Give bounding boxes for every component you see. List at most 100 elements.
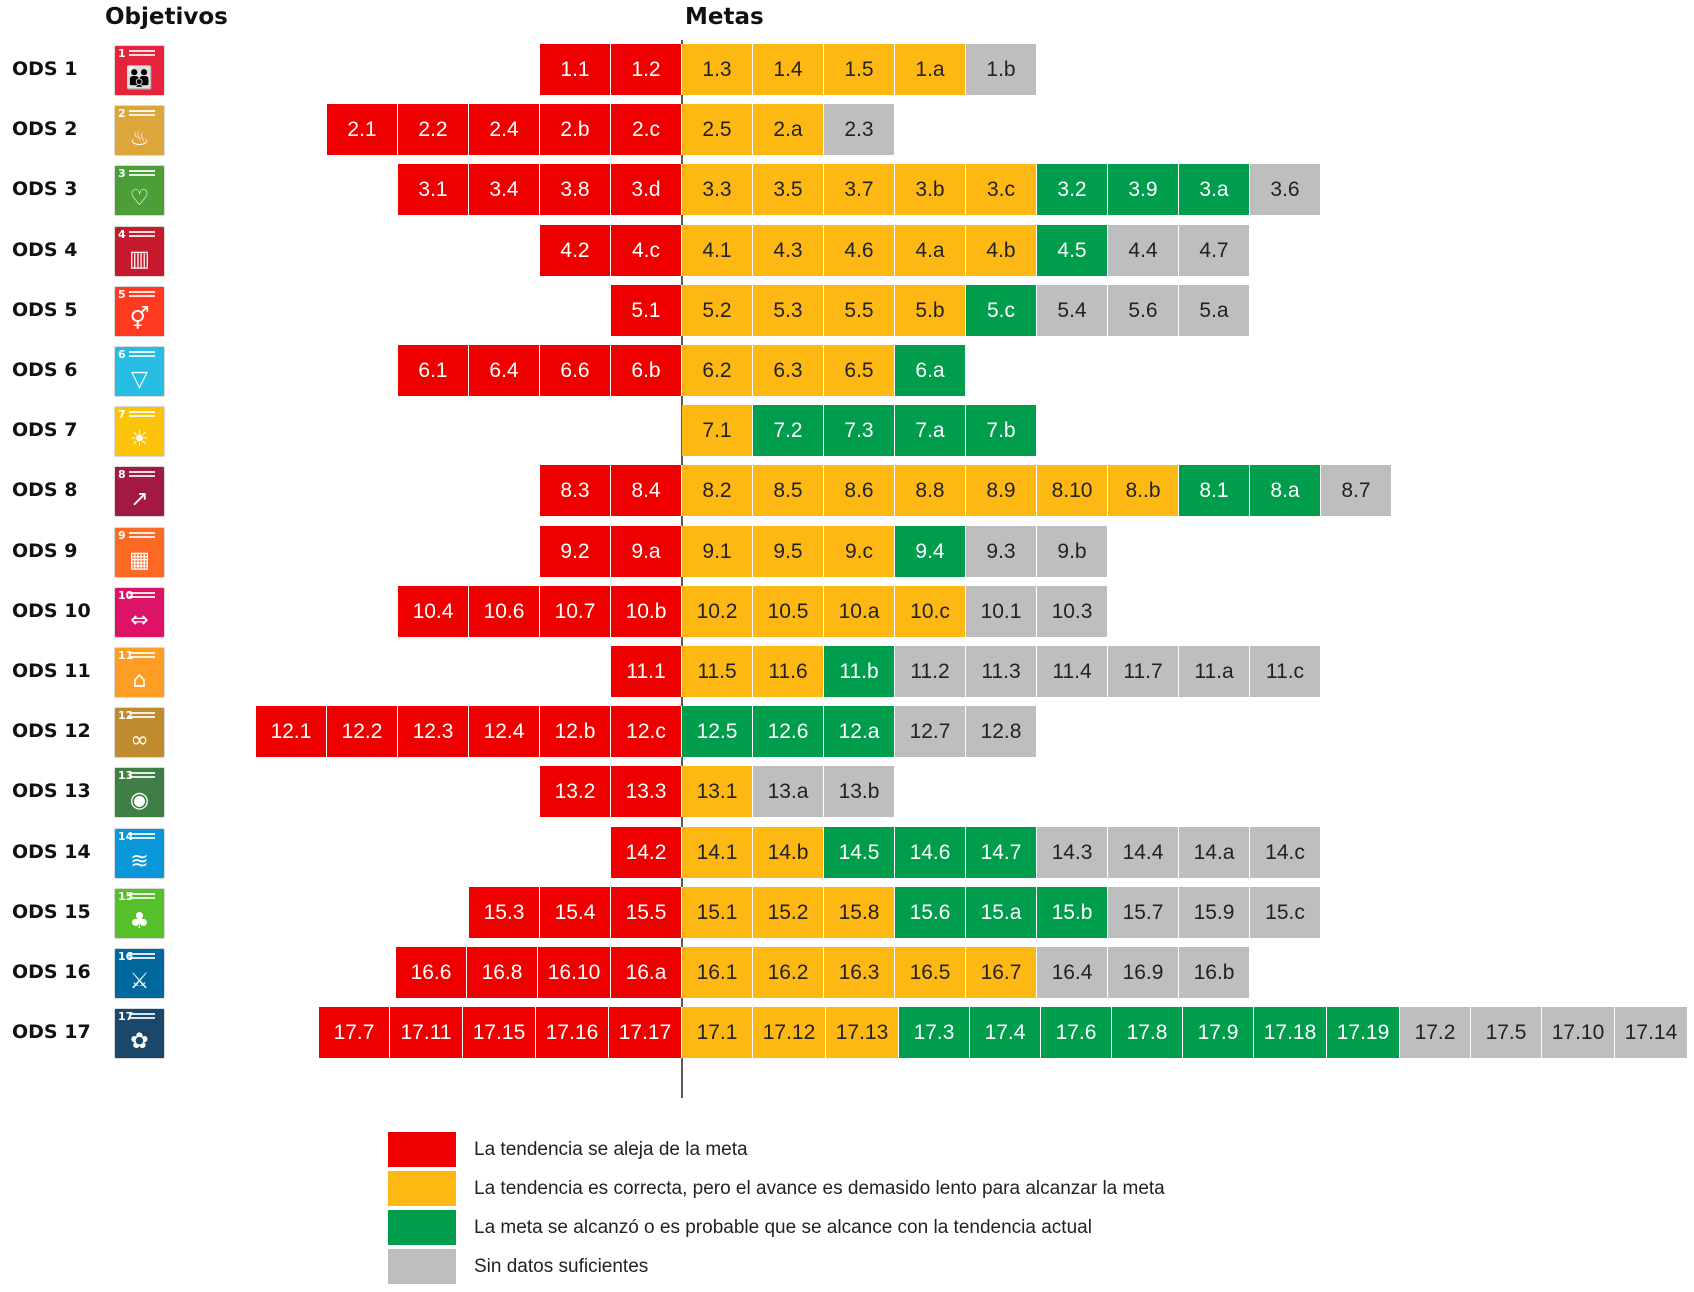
target-cell-green: 7.b: [966, 405, 1037, 456]
target-cell-green: 3.2: [1037, 164, 1108, 215]
target-cell-gray: 5.4: [1037, 285, 1108, 336]
target-cell-gray: 17.5: [1471, 1007, 1542, 1058]
icon-glyph: ▽: [131, 367, 148, 392]
target-cell-red: 17.11: [390, 1007, 463, 1058]
target-cell-green: 17.4: [970, 1007, 1041, 1058]
target-cell-yellow: 9.1: [682, 526, 753, 577]
target-cell-gray: 15.7: [1108, 887, 1179, 938]
target-cell-red: 10.b: [611, 586, 682, 637]
flower-rings-icon: 17 ✿: [115, 1009, 164, 1058]
icon-glyph: ⚔: [129, 969, 150, 994]
target-cell-green: 7.2: [753, 405, 824, 456]
target-cell-gray: 11.4: [1037, 646, 1108, 697]
target-cell-green: 15.6: [895, 887, 966, 938]
icon-number: 6: [118, 348, 126, 361]
legend-label-yellow: La tendencia es correcta, pero el avance…: [474, 1178, 1165, 1199]
target-cell-red: 3.d: [611, 164, 682, 215]
target-cell-gray: 17.10: [1542, 1007, 1615, 1058]
target-cell-red: 13.3: [611, 766, 682, 817]
icon-glyph: ◉: [129, 788, 150, 813]
target-cell-gray: 13.a: [753, 766, 824, 817]
legend-label-gray: Sin datos suficientes: [474, 1256, 649, 1277]
target-cell-yellow: 16.2: [753, 947, 824, 998]
icon-number: 5: [118, 288, 126, 301]
target-cell-red: 3.4: [469, 164, 540, 215]
icon-number: 8: [118, 468, 126, 481]
target-cell-yellow: 3.3: [682, 164, 753, 215]
target-cell-gray: 4.4: [1108, 225, 1179, 276]
target-cell-yellow: 4.a: [895, 225, 966, 276]
target-cell-green: 17.18: [1254, 1007, 1327, 1058]
target-cell-yellow: 13.1: [682, 766, 753, 817]
goal-label: ODS 16: [12, 961, 91, 983]
target-cell-yellow: 1.5: [824, 44, 895, 95]
target-cell-gray: 9.3: [966, 526, 1037, 577]
target-cell-red: 16.6: [396, 947, 467, 998]
target-cell-gray: 16.9: [1108, 947, 1179, 998]
target-cell-red: 15.3: [469, 887, 540, 938]
target-cell-yellow: 16.5: [895, 947, 966, 998]
target-cell-red: 2.b: [540, 104, 611, 155]
icon-glyph: ▥: [129, 247, 150, 272]
target-cell-yellow: 8.8: [895, 465, 966, 516]
icon-title-lines: [129, 291, 155, 299]
target-cell-yellow: 8.10: [1037, 465, 1108, 516]
target-cell-yellow: 4.3: [753, 225, 824, 276]
target-cell-yellow: 11.6: [753, 646, 824, 697]
target-cell-green: 17.8: [1112, 1007, 1183, 1058]
target-cell-red: 14.2: [611, 827, 682, 878]
target-cell-green: 8.a: [1250, 465, 1321, 516]
target-cell-red: 17.7: [319, 1007, 390, 1058]
target-cell-yellow: 16.1: [682, 947, 753, 998]
icon-title-lines: [129, 411, 155, 419]
target-cell-yellow: 4.b: [966, 225, 1037, 276]
target-cell-yellow: 3.5: [753, 164, 824, 215]
target-cell-red: 4.c: [611, 225, 682, 276]
gender-icon: 5 ⚥: [115, 287, 164, 336]
icon-title-lines: [129, 231, 155, 239]
target-cell-gray: 4.7: [1179, 225, 1250, 276]
icon-title-lines: [129, 471, 155, 479]
icon-glyph: ⇔: [130, 608, 149, 633]
target-cell-gray: 10.1: [966, 586, 1037, 637]
target-cell-red: 16.10: [538, 947, 611, 998]
target-cell-yellow: 2.5: [682, 104, 753, 155]
goal-label: ODS 11: [12, 660, 91, 682]
goal-label: ODS 2: [12, 118, 78, 140]
target-cell-green: 12.5: [682, 706, 753, 757]
legend-swatch-gray: [388, 1249, 456, 1284]
target-cell-red: 3.8: [540, 164, 611, 215]
icon-glyph: ♣: [129, 909, 150, 934]
goal-label: ODS 3: [12, 178, 78, 200]
target-cell-green: 14.6: [895, 827, 966, 878]
legend-swatch-yellow: [388, 1171, 456, 1206]
target-cell-gray: 14.3: [1037, 827, 1108, 878]
target-cell-red: 9.a: [611, 526, 682, 577]
eye-globe-icon: 13 ◉: [115, 768, 164, 817]
target-cell-green: 17.19: [1327, 1007, 1400, 1058]
objetivos-header: Objetivos: [105, 4, 228, 30]
target-cell-yellow: 14.1: [682, 827, 753, 878]
icon-title-lines: [129, 833, 155, 841]
target-cell-green: 14.5: [824, 827, 895, 878]
target-cell-red: 12.c: [611, 706, 682, 757]
target-cell-gray: 11.c: [1250, 646, 1321, 697]
target-cell-red: 6.b: [611, 345, 682, 396]
icon-title-lines: [129, 110, 155, 118]
icon-glyph: ♡: [129, 186, 150, 211]
target-cell-yellow: 16.7: [966, 947, 1037, 998]
goal-label: ODS 6: [12, 359, 78, 381]
target-cell-red: 15.5: [611, 887, 682, 938]
target-cell-gray: 12.8: [966, 706, 1037, 757]
target-cell-red: 17.15: [463, 1007, 536, 1058]
target-cell-gray: 11.a: [1179, 646, 1250, 697]
target-cell-red: 13.2: [540, 766, 611, 817]
target-cell-green: 7.3: [824, 405, 895, 456]
target-cell-yellow: 1.a: [895, 44, 966, 95]
target-cell-red: 6.1: [398, 345, 469, 396]
target-cell-red: 10.4: [398, 586, 469, 637]
icon-title-lines: [129, 592, 155, 600]
target-cell-green: 3.a: [1179, 164, 1250, 215]
target-cell-red: 12.4: [469, 706, 540, 757]
target-cell-gray: 14.c: [1250, 827, 1321, 878]
